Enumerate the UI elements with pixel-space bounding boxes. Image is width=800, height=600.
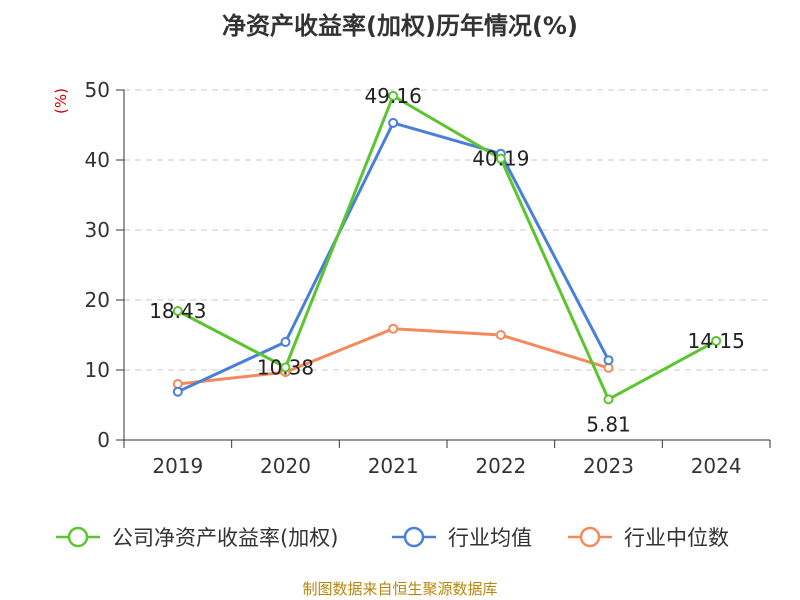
data-point [172,305,183,316]
data-point [603,394,614,405]
data-point [388,323,399,334]
data-point [711,335,722,346]
data-label: 49.16 [365,84,422,108]
data-point [172,386,183,397]
y-tick-label: 20 [85,288,110,312]
legend-marker [579,526,601,548]
y-tick-label: 40 [85,148,110,172]
data-point [603,355,614,366]
data-point [280,362,291,373]
legend-label: 行业均值 [448,526,532,550]
data-label: 10.38 [257,355,314,379]
y-tick-label: 50 [85,78,110,102]
x-tick-label: 2021 [368,454,419,478]
y-tick-label: 30 [85,218,110,242]
x-tick-label: 2019 [152,454,203,478]
x-tick-label: 2020 [260,454,311,478]
x-tick-label: 2024 [691,454,742,478]
data-point [495,330,506,340]
data-label: 14.15 [688,329,745,353]
data-point [495,153,506,164]
series-line-0 [177,94,717,401]
series-line-2 [177,327,609,386]
data-point [388,90,399,101]
legend-label: 行业中位数 [624,526,729,550]
y-tick-label: 10 [85,358,110,382]
data-point [388,117,399,128]
legend-marker [67,526,89,548]
x-tick-label: 2022 [475,454,526,478]
legend-marker [403,526,425,548]
chart-title: 净资产收益率(加权)历年情况(%) [222,12,578,40]
data-label: 40.19 [472,147,529,171]
x-tick-label: 2023 [583,454,634,478]
legend-label: 公司净资产收益率(加权) [112,526,338,550]
y-tick-label: 0 [97,428,110,452]
data-label: 5.81 [586,412,631,436]
data-label: 18.43 [149,299,206,323]
data-point [280,337,291,347]
data-source: 制图数据来自恒生聚源数据库 [302,580,498,598]
